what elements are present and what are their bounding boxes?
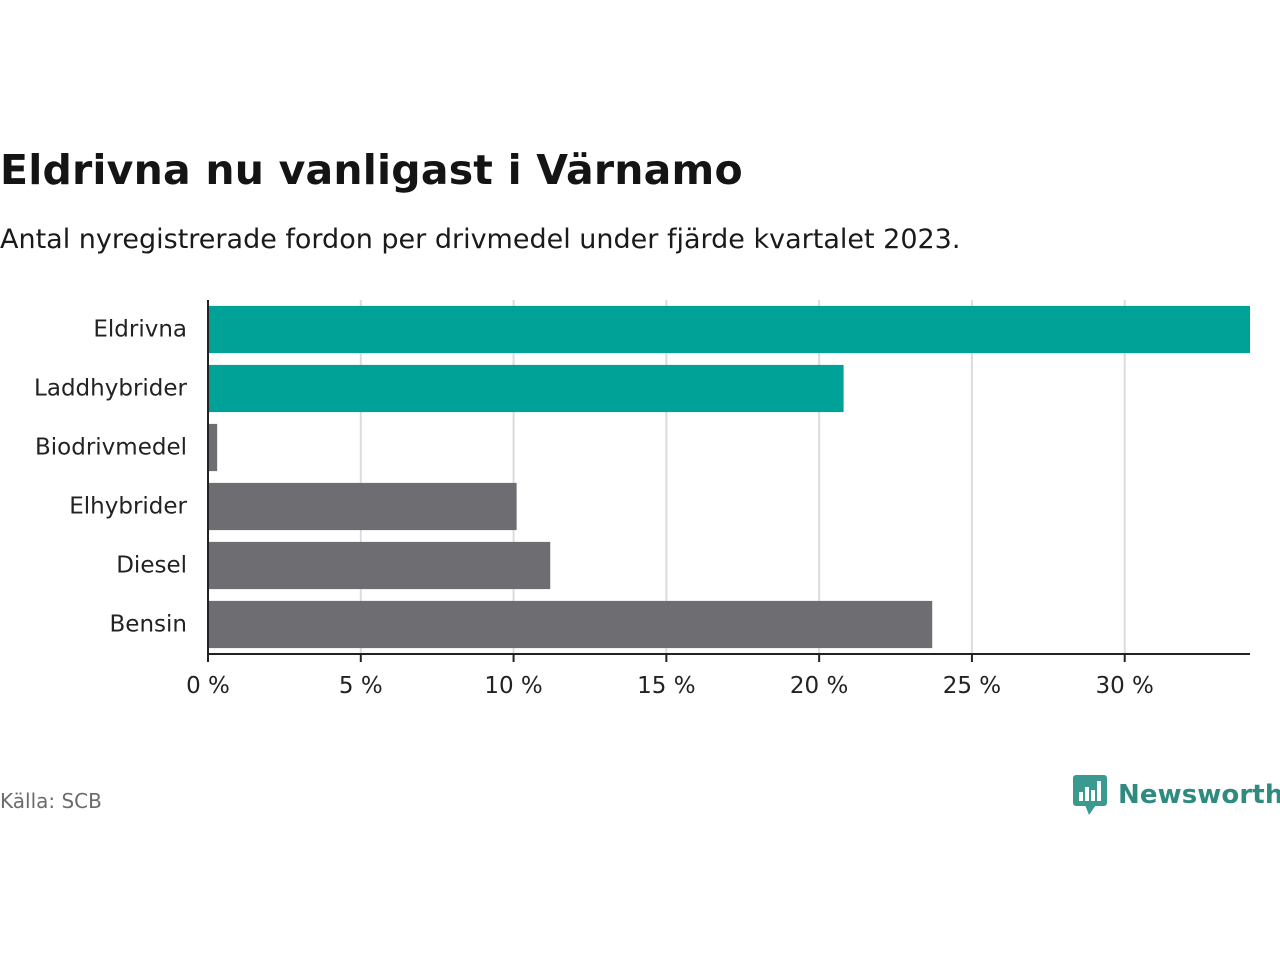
x-tick-label-6: 30 %	[1095, 673, 1153, 699]
bar-1	[208, 364, 844, 413]
x-tick-label-4: 20 %	[790, 673, 848, 699]
bar-3	[208, 482, 517, 531]
brand-logo[interactable]: Newsworthy	[1072, 774, 1280, 816]
bar-4	[208, 541, 551, 590]
source-note: Källa: SCB	[0, 789, 102, 813]
brand-name: Newsworthy	[1118, 780, 1280, 810]
bar-5	[208, 600, 933, 649]
x-tick-label-5: 25 %	[943, 673, 1001, 699]
x-tick-label-0: 0 %	[186, 673, 230, 699]
category-label-1: Laddhybrider	[34, 376, 187, 402]
newsworthy-logo-icon	[1073, 775, 1107, 815]
category-label-3: Elhybrider	[69, 494, 187, 520]
bar-2	[208, 423, 218, 472]
category-label-5: Bensin	[110, 612, 187, 638]
x-tick-label-3: 15 %	[637, 673, 695, 699]
bar-0	[208, 305, 1250, 354]
chart-subtitle: Antal nyregistrerade fordon per drivmede…	[0, 224, 961, 255]
chart-title: Eldrivna nu vanligast i Värnamo	[0, 146, 743, 194]
category-label-4: Diesel	[116, 553, 187, 579]
bar-chart: Eldrivna Laddhybrider Biodrivmedel Elhybrid…	[34, 300, 1250, 699]
x-tick-label-2: 10 %	[484, 673, 542, 699]
x-tick-label-1: 5 %	[339, 673, 383, 699]
category-label-0: Eldrivna	[93, 317, 187, 343]
category-label-2: Biodrivmedel	[35, 435, 187, 461]
